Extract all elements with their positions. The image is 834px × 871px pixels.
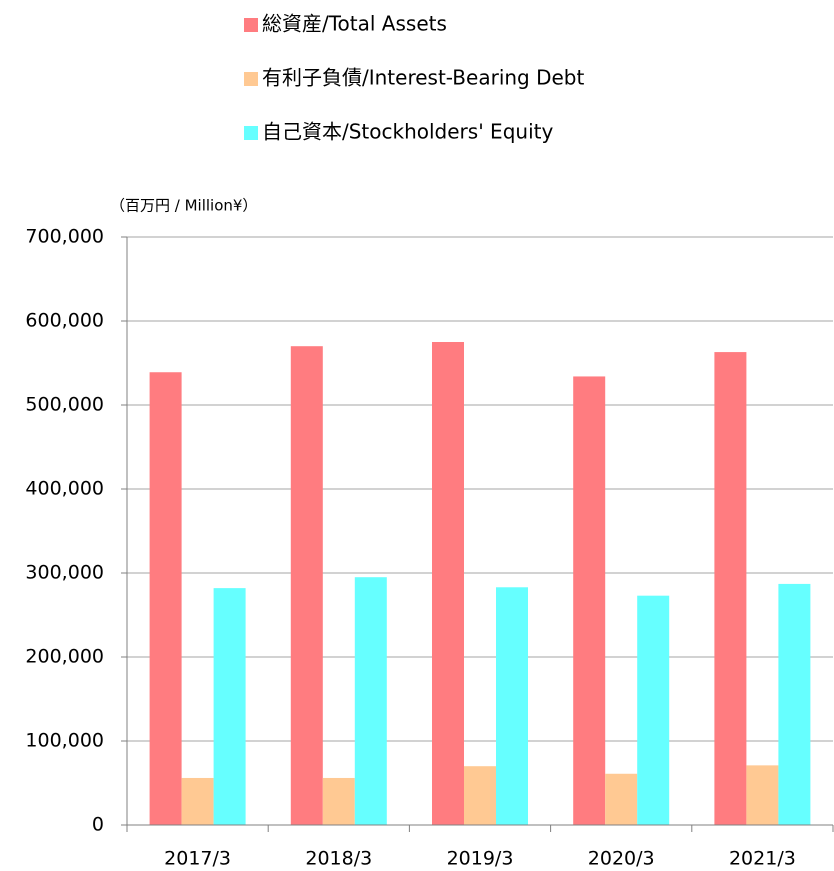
bar xyxy=(181,777,214,825)
x-tick-label: 2019/3 xyxy=(447,848,514,870)
bar xyxy=(714,352,747,825)
legend-swatch xyxy=(244,126,258,140)
y-tick-label: 700,000 xyxy=(25,226,104,248)
legend-swatch xyxy=(244,18,258,32)
x-tick-label: 2021/3 xyxy=(729,848,796,870)
bar xyxy=(778,583,811,825)
bar xyxy=(354,577,387,825)
bar xyxy=(637,595,670,825)
y-tick-label: 500,000 xyxy=(25,394,104,416)
y-tick-label: 100,000 xyxy=(25,730,104,752)
bar xyxy=(290,346,323,825)
x-tick-label: 2018/3 xyxy=(305,848,372,870)
bar xyxy=(496,587,528,825)
y-tick-label: 0 xyxy=(92,814,104,836)
y-tick-label: 600,000 xyxy=(25,310,104,332)
bar xyxy=(605,773,638,825)
y-tick-label: 200,000 xyxy=(25,646,104,668)
legend-label: 総資産/Total Assets xyxy=(262,12,447,36)
y-axis-label: （百万円 / Million¥） xyxy=(110,197,257,215)
bar xyxy=(213,588,246,825)
bar xyxy=(573,376,606,825)
x-tick-label: 2020/3 xyxy=(588,848,655,870)
legend-label: 自己資本/Stockholders' Equity xyxy=(262,120,553,144)
bar xyxy=(464,766,496,825)
bar xyxy=(322,777,355,825)
legend-label: 有利子負債/Interest-Bearing Debt xyxy=(262,66,585,90)
legend-swatch xyxy=(244,72,258,86)
y-tick-label: 400,000 xyxy=(25,478,104,500)
bar xyxy=(432,342,464,825)
x-tick-label: 2017/3 xyxy=(164,848,231,870)
bar xyxy=(149,372,182,825)
y-tick-label: 300,000 xyxy=(25,562,104,584)
bar xyxy=(746,765,779,825)
